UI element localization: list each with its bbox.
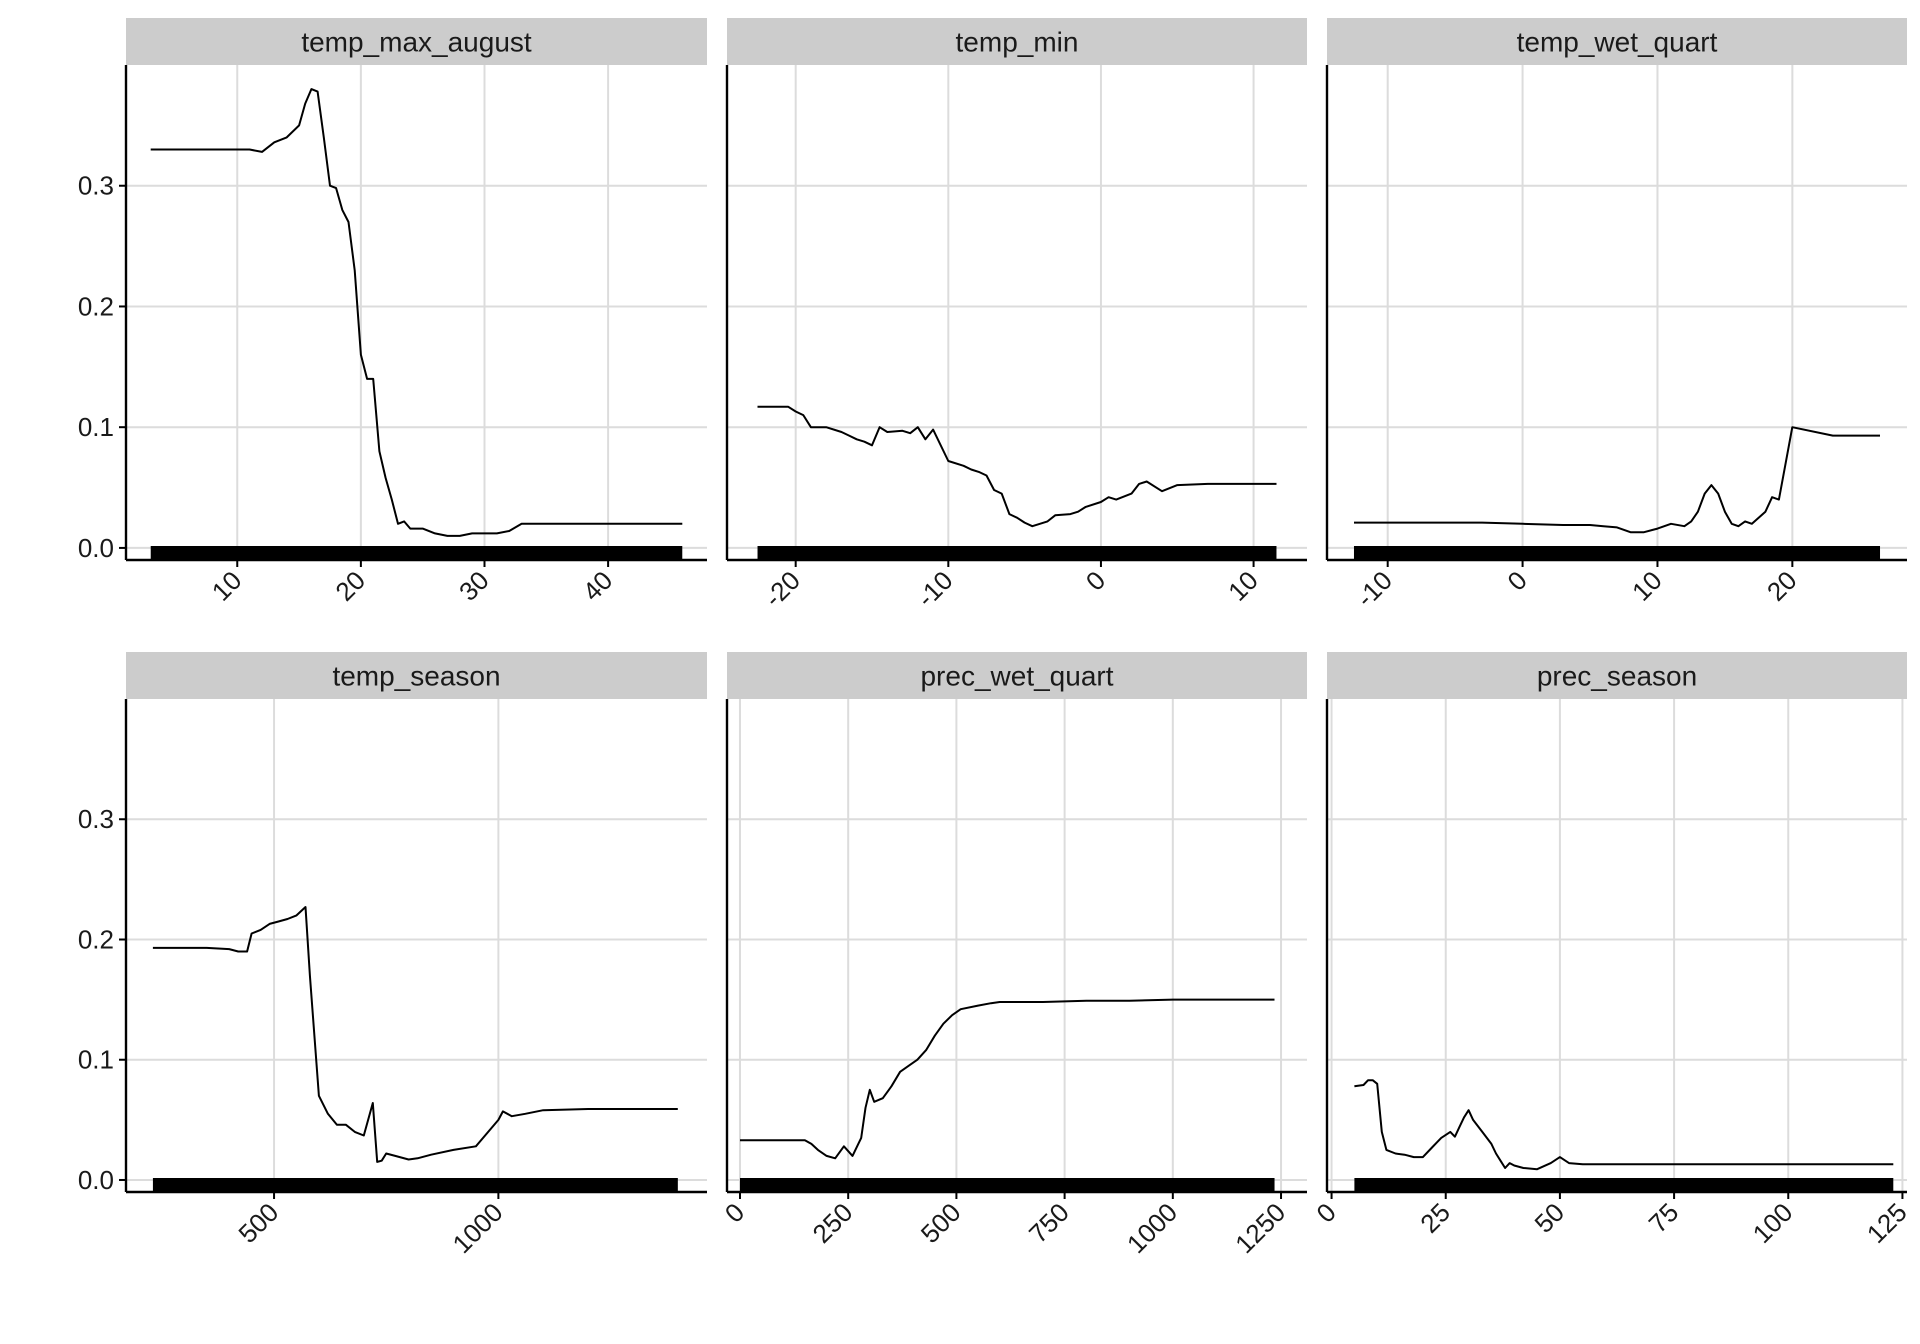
series-line [152,906,678,1163]
x-tick-label: 500 [232,1197,284,1249]
x-tick-label: 75 [1643,1197,1685,1239]
x-tick-label: 20 [329,565,371,607]
x-tick-label: 0 [719,1197,750,1228]
strip-header [1327,18,1907,65]
y-tick-label: 0.1 [78,412,114,442]
x-tick-label: -10 [1350,565,1398,613]
rug-band [757,546,1277,560]
strip-title: prec_wet_quart [920,661,1113,692]
strip-header [126,18,707,65]
x-tick-label: 1250 [1229,1197,1291,1259]
series-line [1354,1079,1894,1171]
x-tick-label: 50 [1528,1197,1570,1239]
x-tick-label: 40 [577,565,619,607]
y-tick-label: 0.2 [78,924,114,954]
rug-band [1354,1178,1894,1192]
x-tick-label: 250 [807,1197,859,1249]
series-line [740,998,1275,1160]
series-line [1354,426,1880,534]
x-tick-label: 0 [1310,1197,1341,1228]
strip-title: prec_season [1537,661,1697,692]
series-line [757,405,1277,528]
x-tick-label: -20 [758,565,806,613]
rug-band [1353,546,1881,560]
y-tick-label: 0.3 [78,171,114,201]
x-tick-label: 500 [915,1197,967,1249]
strip-header [727,18,1307,65]
x-tick-label: -10 [911,565,959,613]
x-tick-label: 100 [1747,1197,1799,1249]
strip-header [727,652,1307,699]
x-tick-label: 30 [453,565,495,607]
x-tick-label: 0 [1501,565,1532,596]
panel-temp_wet_quart: temp_wet_quart -10 0 10 20 [1325,18,1907,613]
strip-title: temp_min [956,27,1079,58]
x-tick-label: 1000 [447,1197,509,1259]
x-tick-label: 10 [206,565,248,607]
rug-band [152,1178,678,1192]
x-tick-label: 20 [1761,565,1803,607]
strip-title: temp_max_august [301,27,532,58]
strip-header [126,652,707,699]
panel-temp_season: temp_season 0.0 0.1 0.2 0.3 500 1000 [78,652,707,1259]
y-tick-label: 0.1 [78,1045,114,1075]
strip-title: temp_season [332,661,500,692]
x-tick-label: 125 [1861,1197,1913,1249]
x-tick-label: 10 [1626,565,1668,607]
panel-temp_min: temp_min -20 -10 0 10 [725,18,1307,613]
rug-band [150,546,683,560]
panel-prec_wet_quart: prec_wet_quart 0 250 500 750 1000 1250 [719,652,1307,1259]
panel-prec_season: prec_season 0 25 50 75 100 125 [1310,652,1913,1249]
strip-header [1327,652,1907,699]
series-line [150,88,683,537]
x-tick-label: 1000 [1121,1197,1183,1259]
rug-band [739,1178,1275,1192]
y-tick-label: 0.0 [78,1165,114,1195]
strip-title: temp_wet_quart [1517,27,1718,58]
y-tick-label: 0.2 [78,291,114,321]
x-tick-label: 750 [1023,1197,1075,1249]
panel-temp_max_august: temp_max_august 0.0 0.1 0.2 0.3 10 20 30 40 [78,18,707,607]
y-tick-label: 0.3 [78,804,114,834]
y-tick-label: 0.0 [78,533,114,563]
x-tick-label: 25 [1414,1197,1456,1239]
x-tick-label: 10 [1222,565,1264,607]
x-tick-label: 0 [1080,565,1111,596]
